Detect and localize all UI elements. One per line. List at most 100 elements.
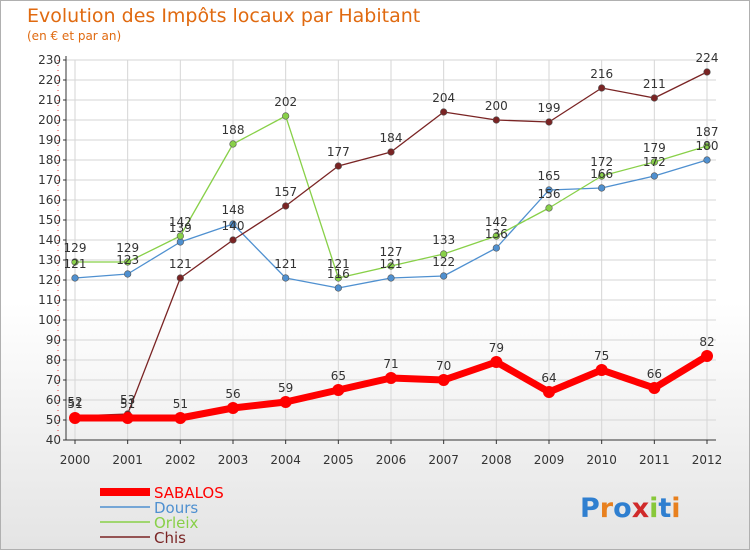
x-tick-label: 2003 bbox=[218, 453, 249, 467]
data-label-orleix: 129 bbox=[116, 241, 139, 255]
logo-letter: P bbox=[580, 493, 600, 524]
data-point-sabalos bbox=[595, 364, 608, 376]
x-tick-label: 2001 bbox=[112, 453, 143, 467]
y-tick-label: 80 bbox=[46, 353, 61, 367]
axes: 4050607080901001101201301401501601701801… bbox=[38, 53, 722, 467]
data-point-orleix bbox=[492, 232, 500, 240]
data-point-sabalos bbox=[227, 402, 239, 414]
data-label-chis: 52 bbox=[67, 395, 82, 409]
x-tick-label: 2004 bbox=[270, 453, 301, 467]
x-tick-label: 2005 bbox=[323, 453, 354, 467]
data-point-dours bbox=[176, 238, 184, 246]
data-label-chis: 121 bbox=[169, 257, 192, 271]
y-tick-label: 140 bbox=[38, 233, 61, 247]
data-point-dours bbox=[545, 186, 553, 194]
data-label-orleix: 129 bbox=[64, 241, 87, 255]
data-label-dours: 136 bbox=[485, 227, 508, 241]
data-point-sabalos bbox=[437, 374, 450, 386]
data-label-chis: 204 bbox=[432, 91, 455, 105]
x-tick-label: 2000 bbox=[60, 453, 91, 467]
data-point-orleix bbox=[334, 274, 342, 282]
data-label-dours: 165 bbox=[538, 169, 561, 183]
data-point-dours bbox=[282, 274, 290, 282]
data-label-sabalos: 79 bbox=[489, 341, 504, 355]
y-tick-label: 60 bbox=[46, 393, 61, 407]
data-label-dours: 121 bbox=[64, 257, 87, 271]
data-label-dours: 148 bbox=[222, 203, 245, 217]
logo-letter: r bbox=[600, 493, 614, 524]
data-point-orleix bbox=[440, 250, 448, 258]
data-point-chis bbox=[282, 202, 290, 210]
y-tick-label: 130 bbox=[38, 253, 61, 267]
data-point-dours bbox=[229, 220, 237, 228]
y-tick-label: 170 bbox=[38, 173, 61, 187]
data-label-dours: 122 bbox=[432, 255, 455, 269]
x-tick-label: 2009 bbox=[534, 453, 565, 467]
data-label-dours: 172 bbox=[643, 155, 666, 169]
data-label-chis: 53 bbox=[120, 393, 135, 407]
y-tick-label: 220 bbox=[38, 73, 61, 87]
logo-letter: o bbox=[613, 493, 632, 524]
data-point-orleix bbox=[176, 232, 184, 240]
data-label-sabalos: 70 bbox=[436, 359, 451, 373]
data-label-orleix: 121 bbox=[327, 257, 350, 271]
y-tick-label: 100 bbox=[38, 313, 61, 327]
legend-label-dours: Dours bbox=[154, 499, 198, 517]
logo-letter: t bbox=[658, 493, 671, 524]
data-label-chis: 200 bbox=[485, 99, 508, 113]
data-label-orleix: 187 bbox=[696, 125, 719, 139]
data-label-chis: 199 bbox=[538, 101, 561, 115]
legend-label-chis: Chis bbox=[154, 529, 186, 547]
data-point-orleix bbox=[545, 204, 553, 212]
data-point-sabalos bbox=[648, 382, 661, 394]
legend-label-sabalos: SABALOS bbox=[154, 484, 224, 502]
data-point-sabalos bbox=[69, 412, 81, 424]
data-point-dours bbox=[598, 184, 606, 192]
chart-title: Evolution des Impôts locaux par Habitant bbox=[27, 5, 420, 27]
data-point-orleix bbox=[71, 258, 79, 266]
x-tick-label: 2002 bbox=[165, 453, 196, 467]
data-point-orleix bbox=[703, 142, 711, 150]
y-tick-label: 150 bbox=[38, 213, 61, 227]
logo-letter: i bbox=[671, 493, 680, 524]
data-point-sabalos bbox=[174, 412, 187, 424]
data-label-dours: 166 bbox=[590, 167, 613, 181]
data-label-orleix: 127 bbox=[380, 245, 403, 259]
data-label-sabalos: 56 bbox=[225, 387, 240, 401]
chart-subtitle: (en € et par an) bbox=[27, 29, 121, 43]
data-label-sabalos: 66 bbox=[647, 367, 662, 381]
data-point-dours bbox=[492, 244, 500, 252]
data-label-orleix: 179 bbox=[643, 141, 666, 155]
x-tick-label: 2007 bbox=[428, 453, 459, 467]
data-label-orleix: 133 bbox=[432, 233, 455, 247]
data-label-sabalos: 75 bbox=[594, 349, 609, 363]
legend-label-orleix: Orleix bbox=[154, 514, 199, 532]
y-tick-label: 190 bbox=[38, 133, 61, 147]
data-label-dours: 123 bbox=[116, 253, 139, 267]
y-tick-label: 180 bbox=[38, 153, 61, 167]
data-label-sabalos: 65 bbox=[331, 369, 346, 383]
data-label-dours: 121 bbox=[380, 257, 403, 271]
data-label-sabalos: 51 bbox=[120, 397, 135, 411]
data-label-chis: 216 bbox=[590, 67, 613, 81]
data-label-sabalos: 71 bbox=[383, 357, 398, 371]
data-point-chis bbox=[334, 162, 342, 170]
data-label-orleix: 142 bbox=[169, 215, 192, 229]
data-label-dours: 116 bbox=[327, 267, 350, 281]
x-tick-label: 2012 bbox=[692, 453, 723, 467]
data-point-orleix bbox=[387, 262, 395, 270]
data-label-orleix: 188 bbox=[222, 123, 245, 137]
data-label-dours: 180 bbox=[696, 139, 719, 153]
data-label-orleix: 142 bbox=[485, 215, 508, 229]
data-label-orleix: 202 bbox=[274, 95, 297, 109]
logo-letter: i bbox=[649, 493, 658, 524]
y-tick-label: 230 bbox=[38, 53, 61, 67]
data-point-orleix bbox=[282, 112, 290, 120]
y-tick-label: 200 bbox=[38, 113, 61, 127]
data-point-sabalos bbox=[279, 396, 292, 408]
data-point-chis bbox=[545, 118, 553, 126]
data-label-orleix: 172 bbox=[590, 155, 613, 169]
data-point-dours bbox=[387, 274, 395, 282]
data-point-dours bbox=[703, 156, 711, 164]
